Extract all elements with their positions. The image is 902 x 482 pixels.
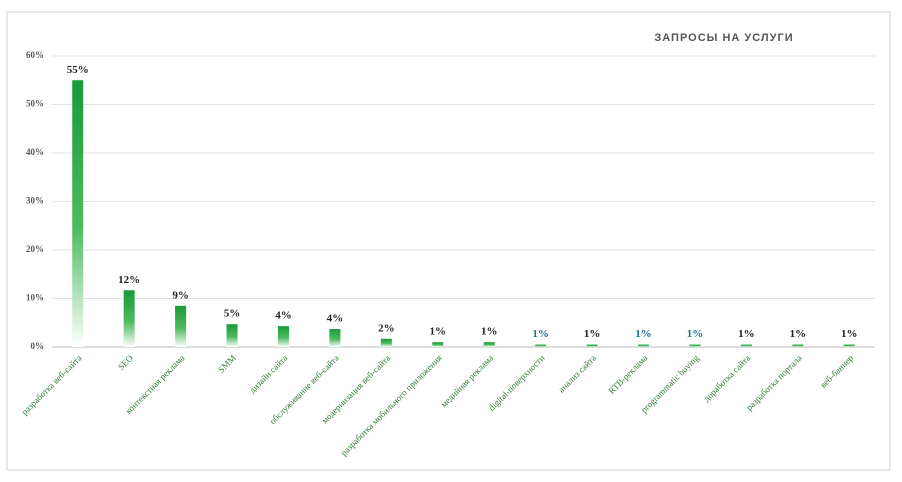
bar <box>689 344 701 347</box>
value-label: 1% <box>841 328 858 340</box>
value-label: 1% <box>481 326 498 338</box>
y-tick-label: 30% <box>26 196 44 206</box>
y-tick-label: 20% <box>26 244 44 254</box>
bar <box>72 80 84 347</box>
value-label: 1% <box>790 328 807 340</box>
y-tick-label: 60% <box>26 50 44 60</box>
bar <box>226 324 238 347</box>
value-label: 4% <box>275 310 292 322</box>
value-label: 1% <box>738 328 755 340</box>
bar <box>329 329 341 347</box>
bar <box>792 344 804 347</box>
y-tick-label: 40% <box>26 147 44 157</box>
value-label: 4% <box>327 313 344 325</box>
bar <box>740 344 752 347</box>
value-label: 1% <box>635 328 652 340</box>
value-label: 1% <box>532 328 549 340</box>
value-label: 55% <box>67 64 89 76</box>
bar <box>277 326 289 347</box>
value-label: 12% <box>118 274 140 286</box>
y-tick-label: 50% <box>26 99 44 109</box>
bar <box>483 342 495 347</box>
value-label: 2% <box>378 322 395 334</box>
bar <box>586 344 598 347</box>
bar <box>123 290 135 347</box>
value-label: 1% <box>687 328 704 340</box>
bar <box>638 344 650 347</box>
bar <box>175 305 187 347</box>
bar <box>380 338 392 347</box>
value-label: 1% <box>584 328 601 340</box>
bar <box>535 344 547 347</box>
value-label: 5% <box>224 308 241 320</box>
value-label: 1% <box>430 326 447 338</box>
bar <box>432 342 444 347</box>
chart-title: ЗАПРОСЫ НА УСЛУГИ <box>654 32 793 44</box>
bar <box>843 344 855 347</box>
y-tick-label: 0% <box>31 341 45 351</box>
y-tick-label: 10% <box>26 293 44 303</box>
chart-frame <box>6 11 891 471</box>
value-label: 9% <box>172 289 189 301</box>
